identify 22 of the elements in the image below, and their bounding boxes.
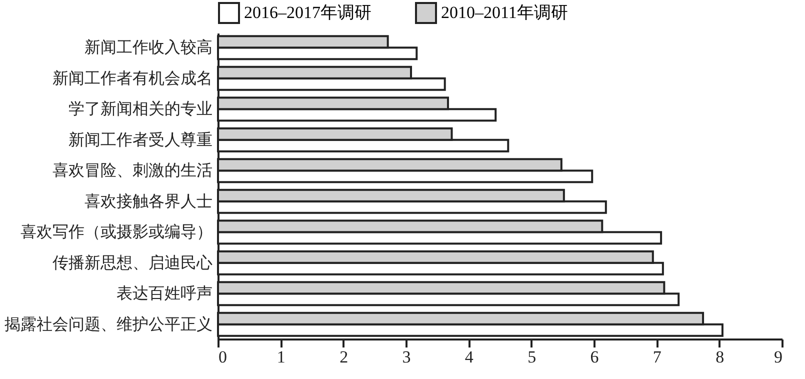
y-tick-label: 新闻工作收入较高: [84, 38, 212, 57]
y-tick-label: 新闻工作者有机会成名: [52, 69, 212, 88]
y-tick-label: 传播新思想、启迪民心: [52, 254, 212, 272]
legend-label: 2016–2017年调研: [244, 3, 372, 22]
x-tick-label: 7: [652, 348, 662, 366]
y-tick-label: 揭露社会问题、维护公平正义: [4, 315, 212, 334]
x-tick-label: 3: [402, 348, 411, 366]
x-tick-label: 6: [590, 348, 599, 366]
x-tick-label: 8: [716, 348, 724, 366]
y-tick-label: 喜欢接触各界人士: [84, 192, 212, 210]
y-tick-label: 新闻工作者受人尊重: [68, 130, 212, 149]
x-tick-label: 1: [276, 348, 286, 366]
x-tick-label: 5: [528, 348, 536, 366]
x-tick-label: 0: [218, 348, 227, 366]
x-tick-label: 9: [774, 348, 782, 366]
x-tick-label: 2: [340, 348, 348, 366]
y-tick-label: 学了新闻相关的专业: [68, 100, 212, 118]
y-tick-label: 喜欢写作（或摄影或编导）: [20, 223, 212, 242]
y-tick-label: 表达百姓呼声: [116, 284, 212, 303]
x-tick-label: 4: [464, 348, 474, 366]
y-tick-label: 喜欢冒险、刺激的生活: [52, 162, 212, 180]
legend-label: 2010–2011年调研: [441, 3, 568, 22]
